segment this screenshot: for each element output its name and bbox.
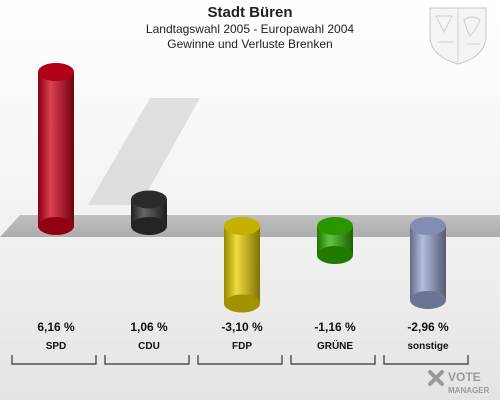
value-label-spd: 6,16 % (37, 320, 75, 334)
value-label-sonstige: -2,96 % (407, 320, 449, 334)
category-bracket-grüne (290, 355, 376, 365)
watermark-line1: VOTE (448, 370, 481, 384)
chart-subtitle: Landtagswahl 2005 - Europawahl 2004 (145, 22, 355, 36)
value-label-fdp: -3,10 % (221, 320, 263, 334)
value-label-cdu: 1,06 % (130, 320, 168, 334)
category-bracket-spd (11, 355, 97, 365)
vote-manager-logo: VOTE MANAGER (428, 370, 490, 395)
watermark-line2: MANAGER (448, 386, 490, 395)
category-bracket-fdp (197, 355, 283, 365)
category-label-grüne: GRÜNE (317, 339, 353, 352)
category-bracket-sonstige (383, 355, 469, 365)
bar-cdu (131, 190, 167, 235)
chart-subtitle-2: Gewinne und Verluste Brenken (167, 37, 333, 51)
bar-grüne (317, 217, 353, 264)
value-label-grüne: -1,16 % (314, 320, 356, 334)
bar-sonstige (410, 217, 446, 309)
category-label-cdu: CDU (138, 341, 160, 352)
category-label-spd: SPD (46, 341, 67, 352)
chart-title: Stadt Büren (207, 4, 293, 21)
category-label-sonstige: sonstige (407, 341, 449, 352)
bar-fdp (224, 217, 260, 313)
category-label-fdp: FDP (232, 341, 252, 352)
bar-spd (38, 63, 74, 235)
coat-of-arms-icon (429, 7, 487, 65)
category-bracket-cdu (104, 355, 190, 365)
diagonal-shadow (88, 98, 200, 205)
